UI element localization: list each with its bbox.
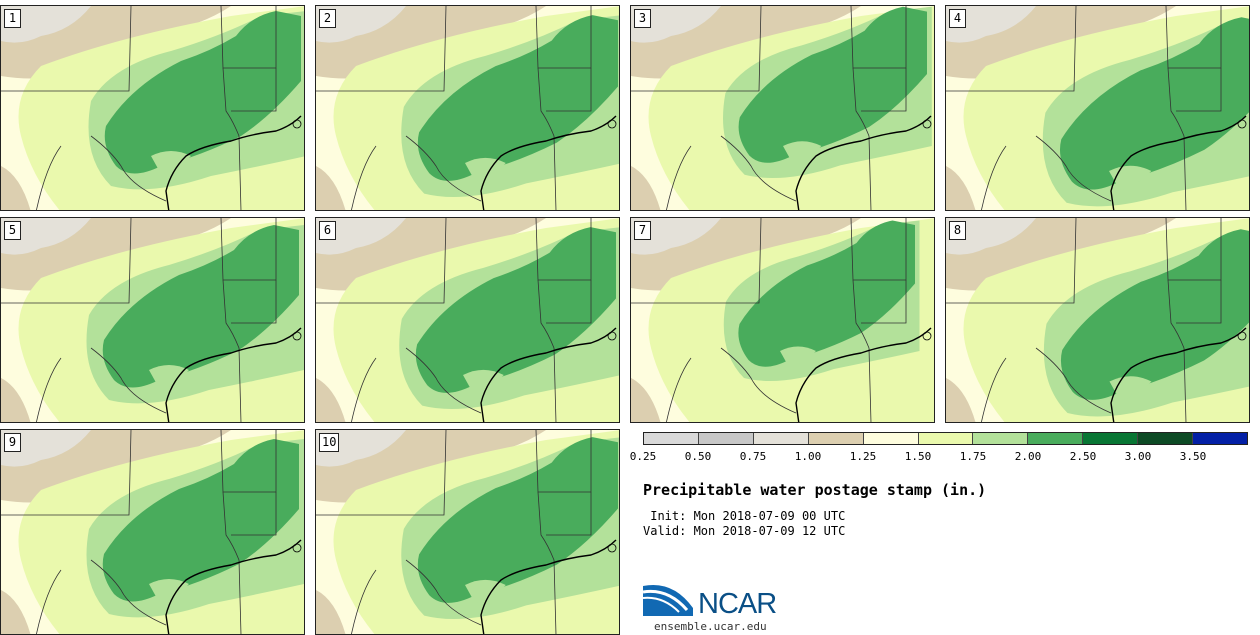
member-panel-5: 5 <box>0 217 305 423</box>
member-panel-3: 3 <box>630 5 935 211</box>
precip-map <box>946 6 1249 210</box>
colorbar-tick: 2.50 <box>1069 450 1097 463</box>
precip-map <box>1 6 304 210</box>
member-panel-7: 7 <box>630 217 935 423</box>
member-panel-10: 10 <box>315 429 620 635</box>
member-label: 2 <box>319 9 336 28</box>
precip-map <box>316 430 619 634</box>
member-label: 5 <box>4 221 21 240</box>
colorbar-tick: 0.25 <box>629 450 657 463</box>
ncar-logo-icon <box>643 584 693 616</box>
colorbar-tick: 1.50 <box>904 450 932 463</box>
member-label: 6 <box>319 221 336 240</box>
colorbar-bin <box>863 433 919 444</box>
member-label: 4 <box>949 9 966 28</box>
member-panel-1: 1 <box>0 5 305 211</box>
colorbar-bin <box>1138 433 1194 444</box>
precip-map <box>316 218 619 422</box>
precip-map <box>1 430 304 634</box>
ncar-logo-text: NCAR <box>698 588 777 620</box>
colorbar-bin <box>1028 433 1084 444</box>
colorbar-tick: 1.00 <box>794 450 822 463</box>
colorbar <box>643 432 1248 445</box>
colorbar-tick: 0.75 <box>739 450 767 463</box>
colorbar-legend: 0.25 0.50 0.75 1.00 1.25 1.50 1.75 2.00 … <box>628 430 1260 470</box>
colorbar-tick: 1.25 <box>849 450 877 463</box>
colorbar-tick: 3.50 <box>1179 450 1207 463</box>
member-panel-4: 4 <box>945 5 1250 211</box>
member-label: 10 <box>319 433 340 452</box>
member-label: 3 <box>634 9 651 28</box>
colorbar-bin <box>698 433 754 444</box>
colorbar-bin <box>644 433 699 444</box>
product-title: Precipitable water postage stamp (in.) <box>643 481 987 499</box>
precip-map <box>1 218 304 422</box>
colorbar-tick: 1.75 <box>959 450 987 463</box>
colorbar-bin <box>808 433 864 444</box>
colorbar-bin <box>918 433 974 444</box>
colorbar-bin <box>1083 433 1139 444</box>
colorbar-bin <box>753 433 809 444</box>
init-time: Init: Mon 2018-07-09 00 UTC <box>643 509 846 523</box>
member-panel-6: 6 <box>315 217 620 423</box>
member-panel-8: 8 <box>945 217 1250 423</box>
colorbar-bin <box>973 433 1029 444</box>
precip-map <box>316 6 619 210</box>
valid-time: Valid: Mon 2018-07-09 12 UTC <box>643 524 846 538</box>
member-label: 8 <box>949 221 966 240</box>
member-label: 1 <box>4 9 21 28</box>
colorbar-bin <box>1193 433 1247 444</box>
precip-map <box>946 218 1249 422</box>
member-label: 7 <box>634 221 651 240</box>
member-label: 9 <box>4 433 21 452</box>
colorbar-tick: 2.00 <box>1014 450 1042 463</box>
precip-map <box>631 6 934 210</box>
member-panel-9: 9 <box>0 429 305 635</box>
member-panel-2: 2 <box>315 5 620 211</box>
precip-map <box>631 218 934 422</box>
colorbar-tick: 0.50 <box>684 450 712 463</box>
colorbar-tick: 3.00 <box>1124 450 1152 463</box>
site-url[interactable]: ensemble.ucar.edu <box>654 620 767 633</box>
